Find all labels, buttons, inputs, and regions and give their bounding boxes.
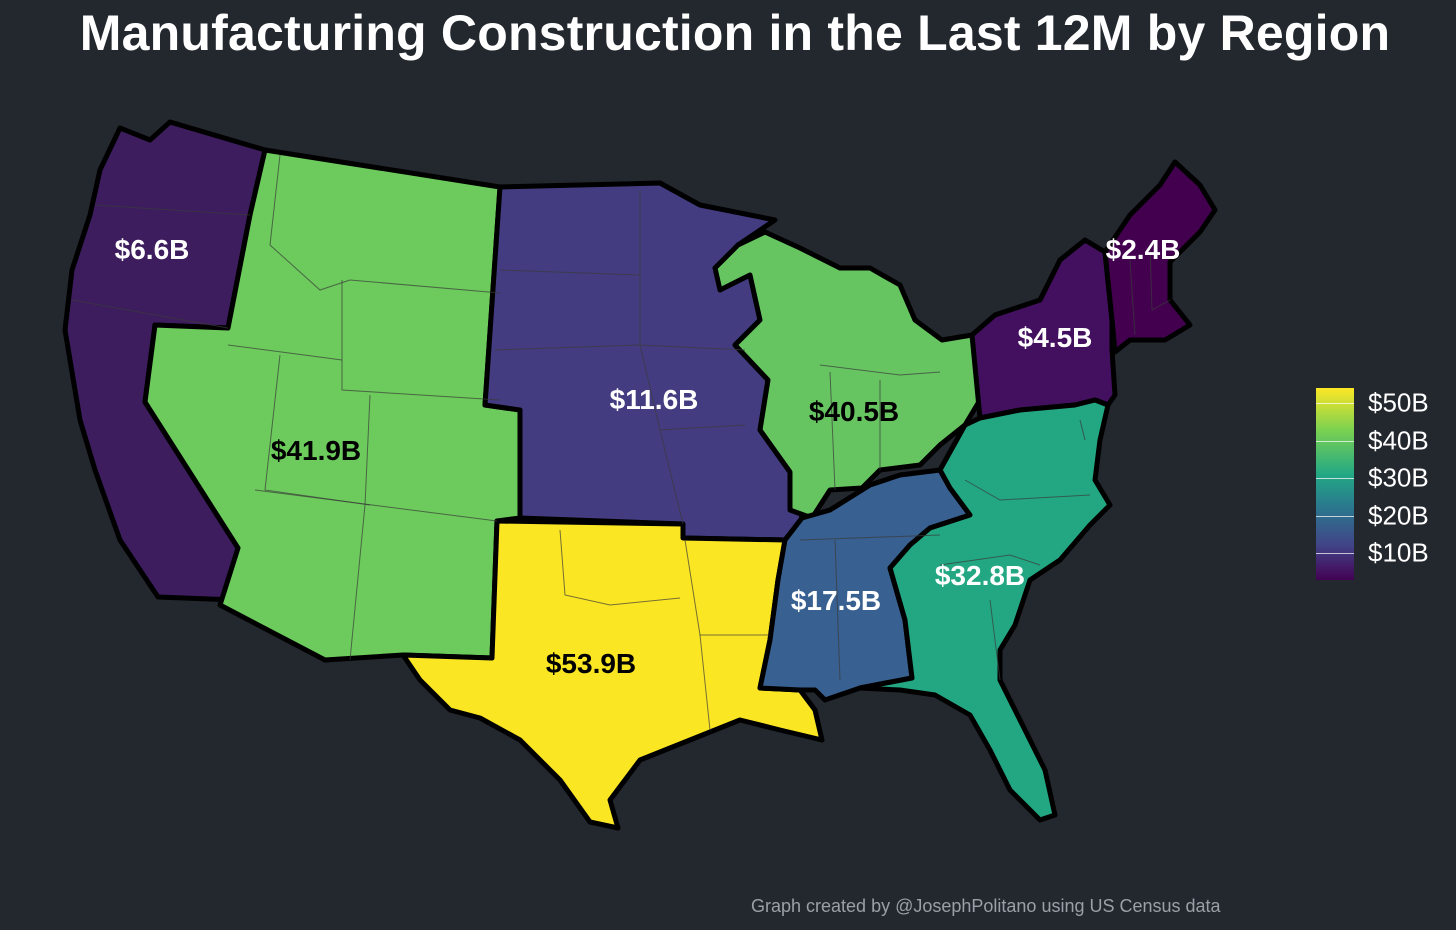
value-label-new-england: $2.4B xyxy=(1105,234,1181,265)
value-label-west-north-central: $11.6B xyxy=(609,384,699,415)
legend-tick xyxy=(1316,553,1354,554)
legend-tick xyxy=(1316,516,1354,517)
legend-label: $20B xyxy=(1368,500,1429,531)
value-label-east-south-central: $17.5B xyxy=(790,585,882,616)
legend-label: $40B xyxy=(1368,425,1429,456)
source-caption: Graph created by @JosephPolitano using U… xyxy=(751,896,1221,916)
region-south-atlantic xyxy=(857,397,1113,823)
value-label-east-north-central: $40.5B xyxy=(808,396,900,427)
value-label-pacific: $6.6B xyxy=(114,234,190,265)
value-label-west-south-central: $53.9B xyxy=(545,648,637,679)
state-boundaries xyxy=(71,154,1171,731)
legend-tick xyxy=(1316,478,1354,479)
legend-label: $10B xyxy=(1368,537,1429,568)
value-label-south-atlantic: $32.8B xyxy=(934,560,1026,591)
legend-tick xyxy=(1316,403,1354,404)
map-title: Manufacturing Construction in the Last 1… xyxy=(79,5,1391,61)
legend-color-bar xyxy=(1316,388,1354,580)
legend-label: $50B xyxy=(1368,387,1429,418)
legend-tick xyxy=(1316,441,1354,442)
value-label-mountain: $41.9B xyxy=(270,435,362,466)
value-label-middle-atlantic: $4.5B xyxy=(1017,322,1093,353)
legend-label: $30B xyxy=(1368,462,1429,493)
